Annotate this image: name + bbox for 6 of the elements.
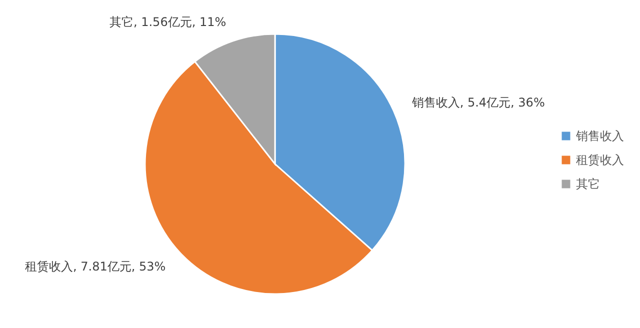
data-label: 租赁收入, 7.81亿元, 53%	[25, 260, 166, 274]
legend-label: 销售收入	[575, 129, 624, 143]
data-label: 其它, 1.56亿元, 11%	[109, 15, 226, 30]
legend-label: 其它	[576, 177, 600, 191]
data-label: 销售收入, 5.4亿元, 36%	[410, 96, 545, 110]
legend-label: 租赁收入	[576, 153, 624, 167]
